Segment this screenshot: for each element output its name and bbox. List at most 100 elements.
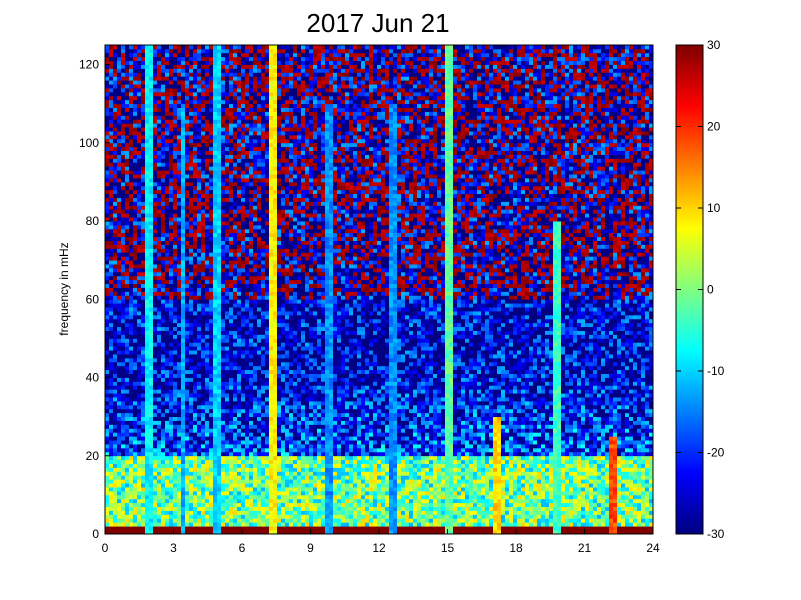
heatmap-cell (181, 205, 186, 210)
heatmap-cell (181, 213, 186, 218)
heatmap-cell (149, 342, 154, 347)
heatmap-cell (193, 451, 198, 457)
heatmap-cell (141, 232, 146, 238)
heatmap-cell (225, 467, 230, 472)
heatmap-cell (201, 178, 206, 183)
heatmap-cell (129, 162, 134, 167)
heatmap-cell (117, 291, 122, 296)
heatmap-cell (181, 463, 186, 468)
heatmap-cell (221, 158, 226, 163)
heatmap-cell (117, 322, 122, 328)
heatmap-cell (117, 287, 122, 292)
heatmap-cell (237, 428, 242, 433)
heatmap-cell (173, 174, 178, 179)
heatmap-cell (165, 397, 170, 402)
heatmap-cell (221, 252, 226, 257)
heatmap-cell (145, 299, 150, 304)
heatmap-cell (141, 99, 146, 105)
heatmap-cell (121, 451, 126, 457)
heatmap-cell (205, 95, 210, 101)
heatmap-cell (257, 416, 262, 421)
heatmap-cell (137, 205, 142, 210)
heatmap-cell (137, 338, 142, 343)
heatmap-cell (205, 205, 210, 210)
heatmap-cell (229, 88, 234, 93)
heatmap-cell (221, 217, 226, 222)
heatmap-cell (129, 436, 134, 441)
heatmap-cell (241, 311, 246, 316)
heatmap-cell (209, 498, 214, 504)
heatmap-cell (165, 412, 170, 418)
heatmap-cell (197, 64, 202, 69)
heatmap-cell (233, 483, 238, 488)
heatmap-cell (213, 377, 218, 382)
heatmap-cell (261, 393, 266, 398)
heatmap-cell (121, 365, 126, 371)
heatmap-cell (233, 424, 238, 429)
heatmap-cell (113, 400, 118, 406)
heatmap-cell (225, 412, 230, 418)
heatmap-cell (261, 95, 266, 101)
heatmap-cell (253, 197, 258, 202)
heatmap-cell (217, 377, 222, 382)
heatmap-cell (113, 412, 118, 418)
heatmap-cell (233, 393, 238, 398)
heatmap-cell (141, 88, 146, 93)
heatmap-cell (145, 279, 150, 285)
heatmap-cell (237, 138, 242, 144)
heatmap-cell (177, 393, 182, 398)
heatmap-cell (109, 416, 114, 421)
heatmap-cell (201, 510, 206, 515)
heatmap-cell (225, 318, 230, 324)
heatmap-cell (257, 400, 262, 406)
heatmap-cell (133, 115, 138, 120)
heatmap-cell (141, 84, 146, 89)
heatmap-cell (201, 432, 206, 437)
heatmap-cell (253, 459, 258, 464)
heatmap-cell (121, 267, 126, 273)
heatmap-cell (241, 447, 246, 453)
heatmap-cell (225, 526, 230, 531)
heatmap-cell (129, 365, 134, 371)
heatmap-cell (257, 373, 262, 378)
heatmap-cell (181, 248, 186, 253)
heatmap-cell (209, 264, 214, 269)
heatmap-cell (153, 502, 158, 508)
heatmap-cell (193, 84, 198, 89)
heatmap-cell (185, 397, 190, 402)
heatmap-cell (245, 91, 250, 97)
heatmap-cell (141, 377, 146, 382)
heatmap-cell (245, 236, 250, 241)
heatmap-cell (233, 221, 238, 226)
heatmap-cell (209, 326, 214, 331)
heatmap-cell (245, 436, 250, 441)
heatmap-cell (241, 240, 246, 245)
heatmap-cell (261, 303, 266, 308)
heatmap-cell (149, 440, 154, 445)
heatmap-cell (213, 514, 218, 519)
heatmap-cell (205, 338, 210, 343)
heatmap-cell (189, 111, 194, 116)
heatmap-cell (233, 440, 238, 445)
heatmap-cell (117, 365, 122, 371)
heatmap-cell (213, 209, 218, 214)
heatmap-cell (197, 115, 202, 120)
heatmap-cell (177, 377, 182, 382)
heatmap-cell (113, 291, 118, 296)
heatmap-cell (189, 400, 194, 406)
heatmap-cell (105, 444, 110, 449)
heatmap-cell (105, 334, 110, 339)
heatmap-cell (129, 279, 134, 285)
heatmap-cell (145, 142, 150, 148)
heatmap-cell (133, 463, 138, 468)
heatmap-cell (145, 330, 150, 335)
heatmap-cell (245, 189, 250, 195)
heatmap-cell (201, 76, 206, 81)
heatmap-cell (241, 178, 246, 183)
heatmap-cell (113, 404, 118, 410)
heatmap-cell (225, 307, 230, 312)
heatmap-cell (205, 76, 210, 81)
heatmap-cell (129, 447, 134, 453)
heatmap-cell (201, 424, 206, 429)
heatmap-cell (257, 526, 262, 531)
